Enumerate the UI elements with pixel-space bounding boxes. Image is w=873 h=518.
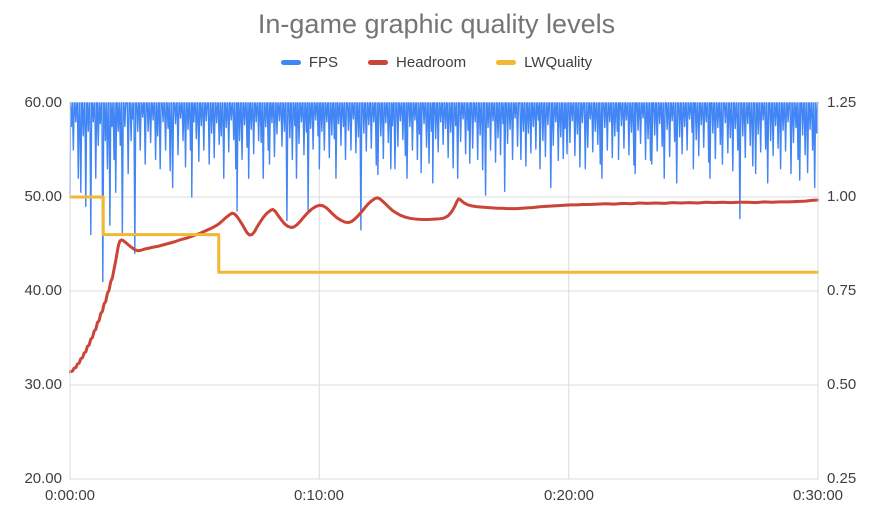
- y-axis-left-tick-label: 30.00: [24, 376, 62, 393]
- series-lwquality-line: [69, 195, 819, 274]
- chart-title: In-game graphic quality levels: [257, 9, 616, 39]
- y-axis-right-tick-label: 1.25: [827, 94, 857, 111]
- y-axis-right-tick-label: 0.75: [827, 282, 857, 299]
- x-axis-tick-label: 0:10:00: [293, 487, 345, 504]
- legend-label-lwquality: LWQuality: [524, 54, 593, 71]
- y-axis-right-tick-label: 1.00: [827, 188, 857, 205]
- legend-item-fps: FPS: [280, 54, 339, 71]
- legend-swatch-lwquality-icon: [496, 60, 517, 65]
- series-fps-line: [69, 102, 819, 283]
- legend-swatch-fps-icon: [280, 60, 301, 65]
- y-axis-left-tick-label: 20.00: [24, 470, 62, 487]
- series-headroom-line: [69, 196, 819, 374]
- legend-item-lwquality: LWQuality: [496, 54, 592, 71]
- legend-item-headroom: Headroom: [368, 54, 466, 71]
- plot-border: [69, 103, 819, 480]
- legend-swatch-headroom-icon: [368, 60, 389, 65]
- y-axis-left-tick-label: 40.00: [24, 282, 62, 299]
- legend-label-headroom: Headroom: [396, 54, 467, 71]
- y-axis-right-tick-label: 0.50: [827, 376, 857, 393]
- x-axis-tick-label: 0:00:00: [44, 487, 96, 504]
- y-axis-left-tick-label: 50.00: [24, 188, 62, 205]
- x-axis-tick-label: 0:30:00: [792, 487, 844, 504]
- legend: FPS Headroom LWQuality: [0, 54, 873, 71]
- legend-label-fps: FPS: [308, 54, 339, 71]
- y-axis-right-tick-label: 0.25: [827, 470, 857, 487]
- x-axis-tick-label: 0:20:00: [543, 487, 595, 504]
- y-axis-left-tick-label: 60.00: [24, 94, 62, 111]
